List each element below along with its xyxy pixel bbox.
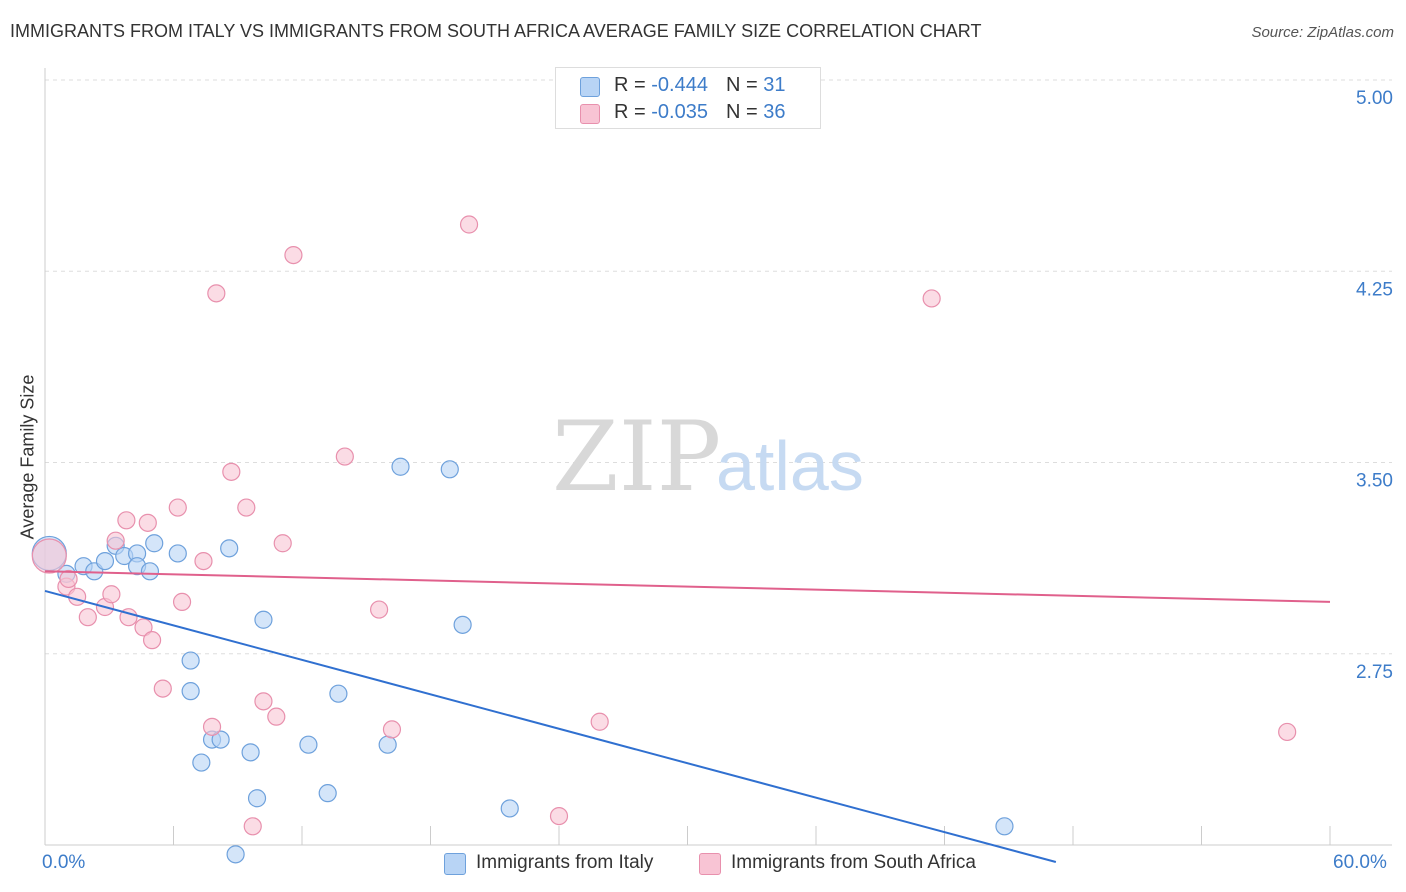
- point-south-africa: [284, 246, 303, 265]
- point-italy: [247, 789, 267, 808]
- point-south-africa: [153, 679, 172, 698]
- point-south-africa: [243, 817, 262, 836]
- point-italy: [241, 743, 260, 762]
- point-south-africa: [138, 513, 157, 532]
- legend-swatch-south-africa: [580, 104, 600, 124]
- point-south-africa: [134, 618, 153, 637]
- point-south-africa: [267, 707, 286, 726]
- x-tick-label-max: 60.0%: [1333, 852, 1387, 873]
- point-italy: [181, 651, 200, 670]
- point-south-africa: [194, 551, 213, 571]
- point-italy: [995, 817, 1014, 836]
- point-south-africa: [117, 511, 136, 530]
- point-south-africa: [459, 215, 479, 234]
- point-italy: [168, 544, 187, 563]
- trend-layer: [44, 570, 1331, 863]
- point-south-africa: [382, 720, 402, 739]
- y-axis-label: Average Family Size: [17, 374, 38, 540]
- point-italy: [211, 730, 230, 749]
- point-italy: [318, 784, 337, 803]
- watermark-zip: ZIP: [552, 401, 721, 513]
- point-italy: [226, 845, 245, 864]
- point-italy: [181, 682, 200, 701]
- chart-title: IMMIGRANTS FROM ITALY VS IMMIGRANTS FROM…: [10, 21, 982, 41]
- point-south-africa: [222, 462, 241, 481]
- y-tick-label: 2.75: [1356, 662, 1393, 683]
- legend-italy-text: R = -0.444 N = 31: [614, 74, 786, 96]
- point-italy: [299, 735, 318, 754]
- point-south-africa: [549, 806, 569, 826]
- grid-layer: [45, 79, 1392, 655]
- point-south-africa: [590, 712, 609, 731]
- points-layer: [31, 215, 1297, 864]
- x-tick-label-min: 0.0%: [42, 852, 86, 873]
- point-italy: [453, 615, 472, 634]
- trend-line-south-africa: [44, 570, 1331, 603]
- watermark-atlas: atlas: [716, 427, 864, 505]
- source-label: Source: ZipAtlas.com: [1251, 24, 1394, 41]
- point-south-africa: [207, 284, 226, 303]
- point-italy: [140, 562, 160, 581]
- point-south-africa: [168, 498, 187, 517]
- point-south-africa: [68, 587, 87, 606]
- legend-sa-n: 36: [763, 101, 786, 123]
- y-tick-label: 5.00: [1356, 88, 1393, 109]
- point-italy: [500, 799, 519, 818]
- y-tick-label: 4.25: [1356, 279, 1393, 300]
- legend-sa-r: -0.035: [651, 101, 708, 123]
- watermark: ZIP atlas: [552, 401, 864, 513]
- point-italy: [145, 534, 164, 553]
- point-south-africa: [142, 631, 162, 650]
- point-south-africa: [202, 717, 222, 736]
- point-italy: [391, 457, 410, 476]
- point-south-africa: [172, 592, 192, 612]
- point-italy: [254, 610, 273, 629]
- legend-sa-text: R = -0.035 N = 36: [614, 101, 786, 123]
- point-south-africa: [106, 531, 125, 550]
- axis-layer: 5.00 4.25 3.50 2.75: [44, 68, 1393, 846]
- legend-swatch-italy: [580, 77, 600, 97]
- point-south-africa: [78, 608, 97, 627]
- point-south-africa: [1278, 722, 1297, 742]
- point-south-africa: [59, 569, 78, 589]
- point-south-africa: [254, 692, 273, 711]
- point-italy: [378, 735, 397, 754]
- point-italy: [192, 753, 211, 772]
- bottom-legend-sa-label: Immigrants from South Africa: [731, 852, 976, 873]
- point-italy: [329, 684, 348, 703]
- point-south-africa: [31, 538, 67, 574]
- point-south-africa: [102, 585, 121, 604]
- bottom-legend-italy-label: Immigrants from Italy: [476, 852, 654, 873]
- point-south-africa: [273, 534, 292, 553]
- point-south-africa: [237, 498, 256, 517]
- bottom-legend-swatch-italy: [444, 853, 466, 875]
- point-south-africa: [370, 600, 389, 619]
- legend-italy-n: 31: [763, 74, 786, 96]
- point-italy: [220, 539, 239, 558]
- correlation-legend: R = -0.444 N = 31 R = -0.035 N = 36: [555, 67, 821, 129]
- y-tick-label: 3.50: [1356, 471, 1393, 492]
- trend-line-italy: [44, 589, 1057, 863]
- point-south-africa: [922, 289, 941, 308]
- point-italy: [440, 460, 459, 479]
- point-south-africa: [335, 447, 354, 466]
- bottom-legend-swatch-south-africa: [699, 853, 721, 875]
- point-italy: [95, 551, 115, 571]
- legend-italy-r: -0.444: [651, 74, 708, 96]
